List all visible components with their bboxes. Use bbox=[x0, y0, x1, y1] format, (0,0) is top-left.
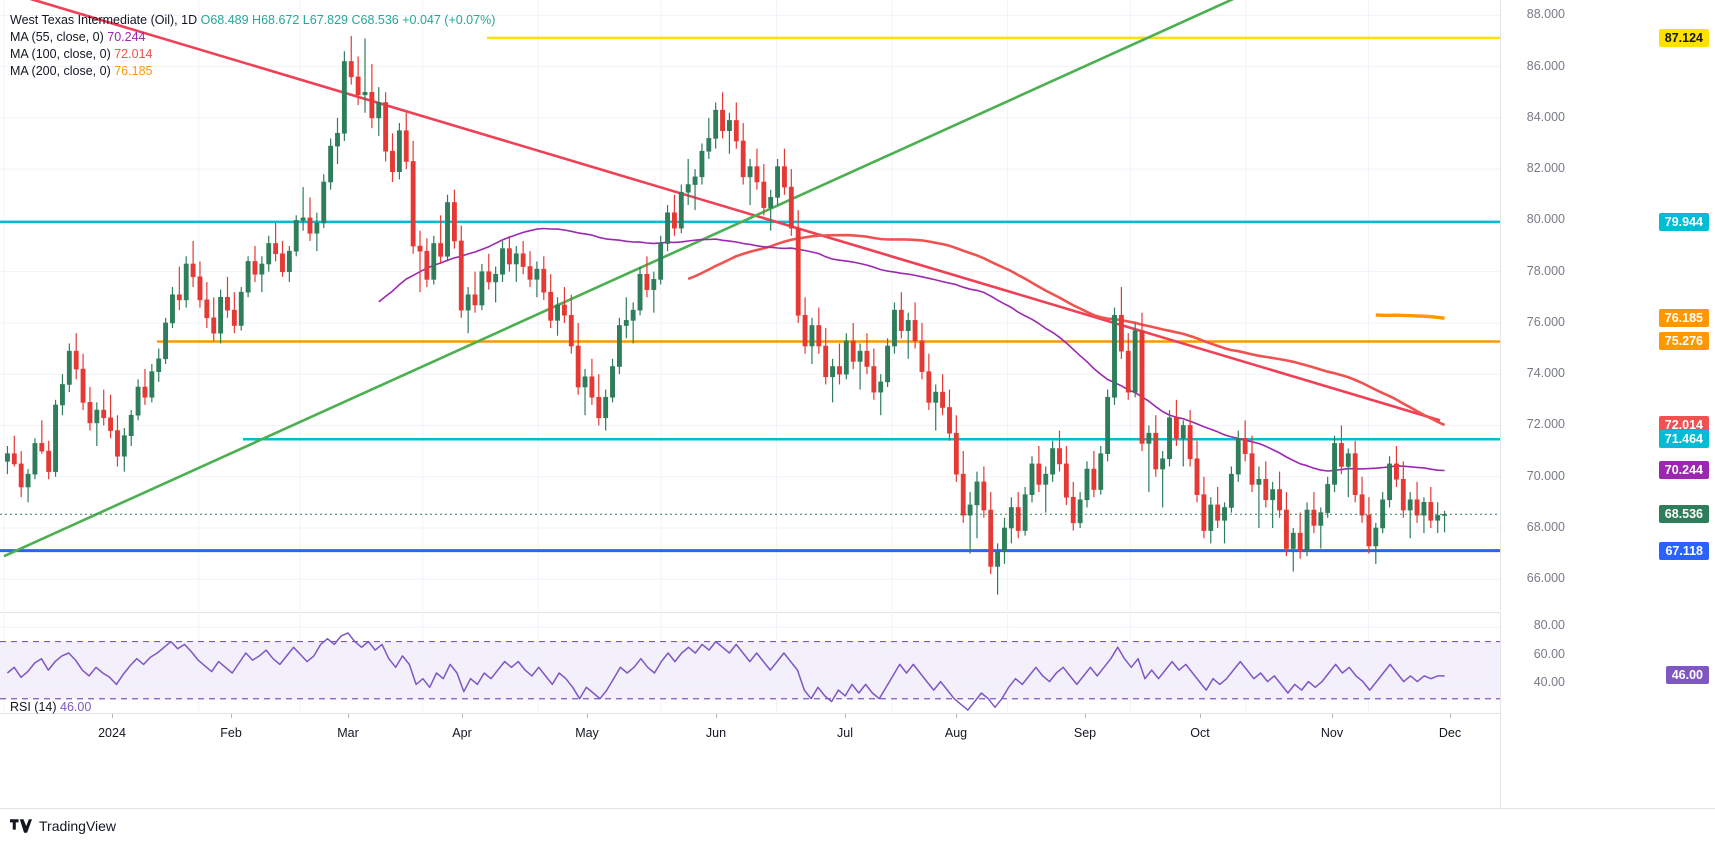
price-tag-support-71464[interactable]: 71.464 bbox=[1658, 430, 1709, 449]
price-tick-72-000: 72.000 bbox=[1526, 417, 1565, 432]
legend-low-label: L bbox=[302, 13, 310, 27]
time-label-jun: Jun bbox=[705, 726, 727, 740]
legend-symbol-row[interactable]: West Texas Intermediate (Oil), 1D O68.48… bbox=[10, 12, 495, 29]
time-tick bbox=[1332, 714, 1333, 718]
rsi-pane[interactable] bbox=[0, 612, 1501, 713]
time-label-may: May bbox=[575, 726, 599, 740]
time-tick bbox=[1450, 714, 1451, 718]
time-tick bbox=[845, 714, 846, 718]
rsi-tick-60-00: 60.00 bbox=[1533, 646, 1565, 661]
time-tick bbox=[231, 714, 232, 718]
footer-divider bbox=[0, 808, 1715, 809]
price-tick-84-000: 84.000 bbox=[1526, 109, 1565, 124]
price-tick-68-000: 68.000 bbox=[1526, 519, 1565, 534]
time-tick bbox=[348, 714, 349, 718]
legend-close-label: C bbox=[351, 13, 361, 27]
rsi-tick-80-00: 80.00 bbox=[1533, 618, 1565, 633]
legend-open: 68.489 bbox=[210, 13, 249, 27]
tradingview-brand[interactable]: TradingView bbox=[10, 818, 116, 834]
price-tag-resistance-87124[interactable]: 87.124 bbox=[1658, 28, 1709, 47]
legend-ma55-value: 70.244 bbox=[107, 30, 146, 44]
price-tick-78-000: 78.000 bbox=[1526, 263, 1565, 278]
time-tick bbox=[462, 714, 463, 718]
time-tick bbox=[1085, 714, 1086, 718]
time-axis[interactable]: 2024 Feb Mar Apr May Jun Jul Aug Sep Oct Nov Dec bbox=[0, 713, 1501, 809]
rsi-legend[interactable]: RSI (14) 46.00 bbox=[10, 700, 91, 714]
price-tick-70-000: 70.000 bbox=[1526, 468, 1565, 483]
legend-change: +0.047 bbox=[402, 13, 441, 27]
rsi-value-tag[interactable]: 46.00 bbox=[1665, 665, 1709, 684]
rsi-chart-canvas[interactable] bbox=[0, 613, 1500, 713]
price-tag-resistance-75276[interactable]: 75.276 bbox=[1658, 332, 1709, 351]
time-label-mar: Mar bbox=[337, 726, 359, 740]
rsi-axis[interactable]: 80.00 60.00 40.00 46.00 bbox=[1501, 612, 1715, 713]
legend-ma200-row[interactable]: MA (200, close, 0) 76.185 bbox=[10, 63, 495, 80]
price-tag-last-price-68536[interactable]: 68.536 bbox=[1658, 505, 1709, 524]
price-tag-ma100-72014[interactable]: 72.014 bbox=[1658, 416, 1709, 435]
time-label-dec: Dec bbox=[1438, 726, 1462, 740]
time-label-aug: Aug bbox=[944, 726, 968, 740]
price-tick-88-000: 88.000 bbox=[1526, 7, 1565, 22]
time-label-nov: Nov bbox=[1320, 726, 1344, 740]
legend-ma55-name: MA (55, close, 0) bbox=[10, 30, 104, 44]
price-axis[interactable]: 88.000 86.000 84.000 82.000 80.000 78.000 76.0… bbox=[1501, 0, 1715, 713]
legend-ma100-name: MA (100, close, 0) bbox=[10, 47, 111, 61]
price-tag-ma55-70244[interactable]: 70.244 bbox=[1658, 461, 1709, 480]
time-tick bbox=[587, 714, 588, 718]
price-tick-86-000: 86.000 bbox=[1526, 58, 1565, 73]
time-label-oct: Oct bbox=[1190, 726, 1210, 740]
tradingview-wordmark: TradingView bbox=[39, 818, 117, 834]
rsi-tick-40-00: 40.00 bbox=[1533, 675, 1565, 690]
price-tag-support-67118[interactable]: 67.118 bbox=[1659, 541, 1709, 560]
price-tick-74-000: 74.000 bbox=[1526, 366, 1565, 381]
time-tick bbox=[112, 714, 113, 718]
legend-close: 68.536 bbox=[360, 13, 399, 27]
price-tick-82-000: 82.000 bbox=[1526, 161, 1565, 176]
price-tick-66-000: 66.000 bbox=[1526, 571, 1565, 586]
legend-ma200-value: 76.185 bbox=[114, 64, 153, 78]
time-label-2024: 2024 bbox=[98, 726, 126, 740]
legend-symbol[interactable]: West Texas Intermediate (Oil), 1D bbox=[10, 13, 198, 27]
legend-change-pct: (+0.07%) bbox=[444, 13, 496, 27]
price-pane[interactable] bbox=[0, 0, 1501, 610]
time-label-jul: Jul bbox=[837, 726, 853, 740]
chart-legend: West Texas Intermediate (Oil), 1D O68.48… bbox=[10, 12, 495, 80]
time-label-apr: Apr bbox=[452, 726, 472, 740]
price-tag-resistance-79944[interactable]: 79.944 bbox=[1658, 212, 1709, 231]
tradingview-logo-icon bbox=[10, 819, 32, 833]
price-tick-76-000: 76.000 bbox=[1526, 314, 1565, 329]
legend-ma100-row[interactable]: MA (100, close, 0) 72.014 bbox=[10, 46, 495, 63]
legend-open-label: O bbox=[200, 13, 211, 27]
legend-low: 67.829 bbox=[309, 13, 348, 27]
legend-ma200-name: MA (200, close, 0) bbox=[10, 64, 111, 78]
time-tick bbox=[1200, 714, 1201, 718]
price-chart-canvas[interactable] bbox=[0, 0, 1500, 610]
price-tick-80-000: 80.000 bbox=[1526, 212, 1565, 227]
time-tick bbox=[716, 714, 717, 718]
time-tick bbox=[956, 714, 957, 718]
legend-high: 68.672 bbox=[261, 13, 300, 27]
time-label-sep: Sep bbox=[1073, 726, 1097, 740]
time-label-feb: Feb bbox=[220, 726, 242, 740]
price-tag-ma200-76185[interactable]: 76.185 bbox=[1658, 309, 1709, 328]
rsi-legend-name: RSI (14) bbox=[10, 700, 57, 714]
legend-high-label: H bbox=[252, 13, 262, 27]
legend-ma100-value: 72.014 bbox=[114, 47, 153, 61]
legend-ma55-row[interactable]: MA (55, close, 0) 70.244 bbox=[10, 29, 495, 46]
rsi-legend-value: 46.00 bbox=[60, 700, 92, 714]
